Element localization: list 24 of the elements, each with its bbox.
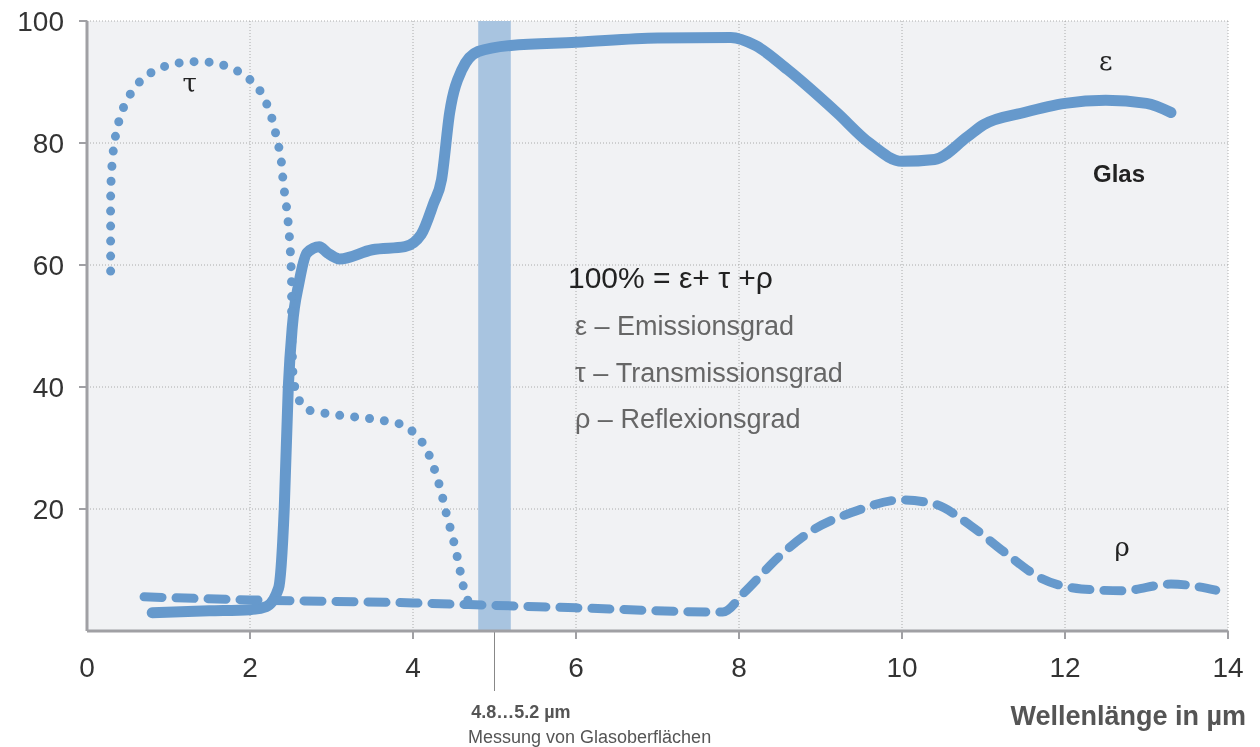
- x-axis-title: Wellenlänge in µm: [1010, 701, 1246, 731]
- series-label: ε: [1099, 46, 1113, 77]
- y-tick-label: 60: [32, 250, 64, 281]
- y-tick-label: 100: [17, 6, 64, 37]
- y-tick-label: 20: [32, 494, 64, 525]
- x-tick-label: 10: [886, 652, 918, 683]
- y-tick-label: 80: [32, 128, 64, 159]
- x-tick-label: 6: [568, 652, 584, 683]
- x-tick-label: 12: [1049, 652, 1081, 683]
- annotation: ε – Emissionsgrad: [575, 311, 795, 341]
- text: Messung von Glasoberflächen: [468, 727, 712, 747]
- annotation: τ – Transmissionsgrad: [575, 358, 843, 388]
- annotation: Glas: [1093, 160, 1146, 187]
- series-label: ρ: [1114, 531, 1130, 562]
- band-label: 4.8…5.2 µm: [471, 702, 571, 722]
- x-tick-label: 0: [79, 652, 95, 683]
- y-tick-label: 40: [32, 372, 64, 403]
- x-tick-label: 14: [1212, 652, 1244, 683]
- annotation: ρ – Reflexionsgrad: [575, 404, 801, 434]
- x-tick-label: 2: [242, 652, 258, 683]
- series-label: τ: [182, 67, 197, 98]
- annotation: 100% = ε+ τ +ρ: [568, 261, 773, 294]
- x-tick-label: 8: [731, 652, 747, 683]
- x-tick-label: 4: [405, 652, 421, 683]
